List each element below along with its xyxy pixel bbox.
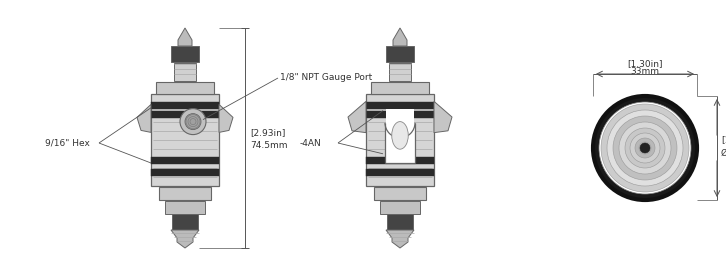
Circle shape <box>607 110 683 186</box>
Circle shape <box>619 122 671 174</box>
Bar <box>386 46 414 62</box>
Bar <box>159 186 211 199</box>
Bar <box>151 157 219 164</box>
Polygon shape <box>178 28 192 46</box>
Bar <box>371 82 429 94</box>
Bar <box>366 157 434 164</box>
Bar <box>386 109 414 148</box>
Circle shape <box>630 133 660 163</box>
Text: 33mm: 33mm <box>630 68 659 76</box>
Bar <box>174 63 196 81</box>
Polygon shape <box>137 104 151 132</box>
Bar <box>151 94 219 186</box>
Ellipse shape <box>392 122 408 149</box>
Circle shape <box>601 104 689 192</box>
Bar <box>374 186 426 199</box>
Bar <box>151 102 219 109</box>
Text: -4AN: -4AN <box>300 138 322 147</box>
Bar <box>171 46 199 62</box>
Bar <box>380 201 420 214</box>
Circle shape <box>640 143 650 153</box>
Bar <box>366 169 434 176</box>
Polygon shape <box>171 230 199 248</box>
Circle shape <box>593 96 697 200</box>
Text: [1.42in]: [1.42in] <box>721 135 726 145</box>
Bar <box>172 214 198 230</box>
Bar <box>156 82 214 94</box>
Circle shape <box>625 128 665 168</box>
Bar <box>151 169 219 176</box>
Text: [2.93in]: [2.93in] <box>250 129 285 137</box>
Circle shape <box>613 116 677 180</box>
Circle shape <box>180 109 206 135</box>
Polygon shape <box>393 28 407 46</box>
Bar <box>389 63 411 81</box>
Text: Ø36mm: Ø36mm <box>721 148 726 158</box>
Text: 74.5mm: 74.5mm <box>250 140 287 150</box>
Bar <box>387 214 413 230</box>
Polygon shape <box>386 230 414 248</box>
Bar <box>366 102 434 109</box>
Bar <box>366 111 434 118</box>
Circle shape <box>185 114 201 130</box>
Text: 9/16" Hex: 9/16" Hex <box>45 138 90 147</box>
Bar <box>165 201 205 214</box>
Polygon shape <box>385 123 415 163</box>
Bar <box>151 111 219 118</box>
Text: 1/8" NPT Gauge Port: 1/8" NPT Gauge Port <box>280 73 372 83</box>
Circle shape <box>635 138 655 158</box>
Circle shape <box>639 142 651 154</box>
Circle shape <box>599 102 691 194</box>
Polygon shape <box>219 104 233 132</box>
Text: [1.30in]: [1.30in] <box>627 60 663 68</box>
Polygon shape <box>348 101 366 133</box>
Bar <box>366 94 434 186</box>
Polygon shape <box>434 101 452 133</box>
